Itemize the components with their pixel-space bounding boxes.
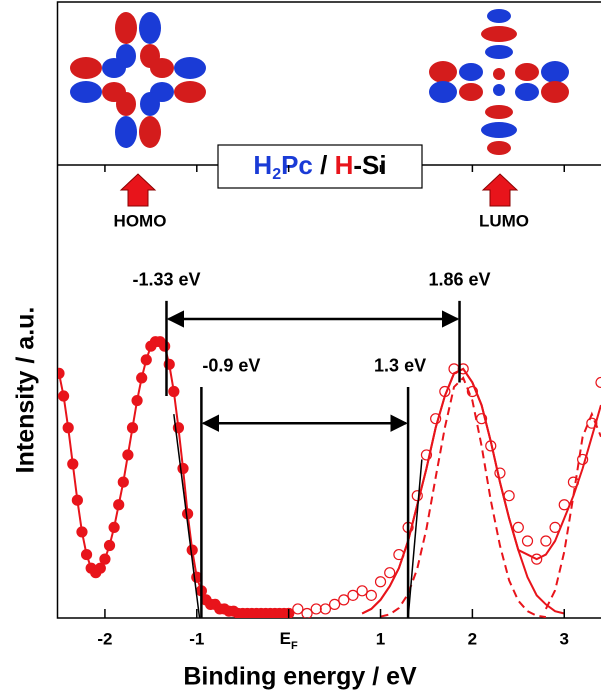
x-tick-label-sub: F — [291, 640, 298, 652]
data-point — [596, 377, 601, 387]
x-tick-label: 2 — [468, 629, 477, 648]
x-tick-label-main: E — [280, 629, 291, 648]
data-point — [123, 450, 133, 460]
data-point — [132, 396, 142, 406]
sample-label-part: H — [335, 150, 354, 180]
x-tick-label: 3 — [560, 629, 569, 648]
lumo-orbital — [429, 9, 569, 155]
data-point — [385, 568, 395, 578]
data-point — [141, 355, 151, 365]
x-tick-label: 1 — [376, 629, 385, 648]
data-point — [541, 536, 551, 546]
data-point — [523, 536, 533, 546]
data-point — [160, 341, 170, 351]
data-point — [100, 554, 110, 564]
data-point — [183, 509, 193, 519]
sample-label-part: 2 — [272, 166, 281, 183]
data-point — [77, 527, 87, 537]
data-point — [118, 477, 128, 487]
data-point — [366, 590, 376, 600]
data-point — [114, 500, 124, 510]
data-point — [72, 495, 82, 505]
data-point — [187, 545, 197, 555]
plot-area — [54, 337, 601, 619]
marker-label: 1.3 eV — [374, 356, 426, 376]
sample-label-part: -Si — [353, 150, 386, 180]
data-point — [513, 522, 523, 532]
data-point — [54, 368, 64, 378]
data-point — [59, 391, 69, 401]
data-point — [169, 387, 179, 397]
data-point — [68, 459, 78, 469]
data-point — [302, 608, 312, 618]
page: {"chart_data": { "type": "line", "xlabel… — [0, 0, 601, 697]
onset-line — [408, 459, 422, 618]
series-line — [546, 414, 601, 609]
data-point — [339, 595, 349, 605]
data-point — [95, 563, 105, 573]
data-point — [357, 586, 367, 596]
sample-label-part: / — [313, 150, 335, 180]
data-point — [127, 423, 137, 433]
orbital-label: HOMO — [114, 211, 167, 230]
series-line — [381, 378, 546, 617]
data-point — [293, 604, 303, 614]
orbital-label: LUMO — [479, 211, 529, 230]
data-point — [320, 604, 330, 614]
y-axis-label: Intensity / a.u. — [12, 307, 40, 474]
data-point — [137, 373, 147, 383]
chart: H2Pc / H-Si HOMO LUMO Binding energy / e… — [0, 0, 601, 697]
marker-label: -0.9 eV — [202, 356, 260, 376]
lumo-arrow — [483, 174, 517, 206]
sample-label-part: H — [253, 150, 272, 180]
sample-label-part: Pc — [281, 150, 313, 180]
marker-label: 1.86 eV — [428, 270, 490, 290]
homo-arrow — [121, 174, 155, 206]
x-tick-label: EF — [280, 629, 298, 651]
data-point — [311, 604, 321, 614]
data-point — [330, 599, 340, 609]
x-tick-label: -2 — [97, 629, 112, 648]
data-point — [82, 550, 92, 560]
onset-line — [174, 414, 200, 618]
data-point — [504, 491, 514, 501]
data-point — [109, 522, 119, 532]
data-point — [376, 577, 386, 587]
x-axis-label: Binding energy / eV — [183, 663, 417, 691]
homo-orbital — [70, 12, 206, 148]
data-point — [105, 541, 115, 551]
marker-label: -1.33 eV — [132, 270, 200, 290]
x-tick-label: -1 — [189, 629, 204, 648]
data-point — [63, 423, 73, 433]
data-point — [348, 590, 358, 600]
